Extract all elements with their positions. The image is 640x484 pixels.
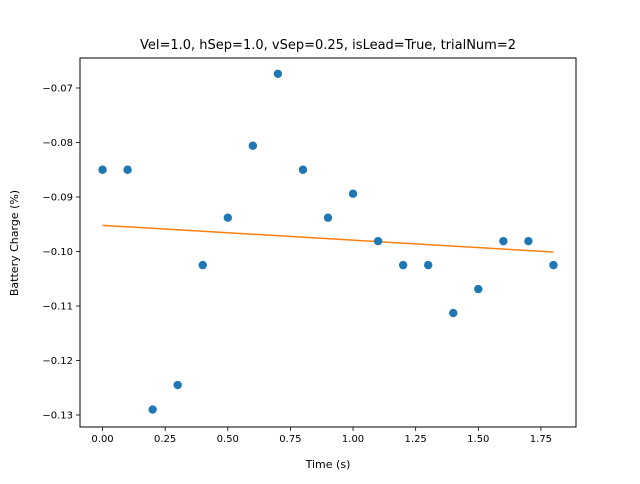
data-point <box>148 405 157 414</box>
y-tick-label: −0.11 <box>42 301 73 312</box>
trend-line <box>102 224 554 253</box>
y-tick-label: −0.12 <box>42 356 73 367</box>
data-point <box>398 260 408 270</box>
data-point <box>348 189 358 198</box>
x-tick-label: 0.25 <box>154 434 176 445</box>
y-tick-label: −0.07 <box>42 83 73 94</box>
x-tick-label: 0.50 <box>217 434 239 445</box>
x-axis-label: Time (s) <box>305 458 351 471</box>
x-tick-label: 0.75 <box>279 434 301 445</box>
data-point <box>248 141 258 150</box>
data-point <box>424 260 433 270</box>
axes: 0.00 0.25 0.50 0.75 1.00 1.25 1.50 1.75 −0.07 −0.… <box>42 57 577 445</box>
y-tick-label: −0.08 <box>42 138 73 149</box>
data-point <box>524 236 533 246</box>
x-tick-label: 1.50 <box>467 434 489 445</box>
x-tick-label: 1.75 <box>530 434 552 445</box>
y-tick-label: −0.13 <box>42 411 73 422</box>
data-point <box>173 380 182 390</box>
data-point <box>98 165 107 174</box>
y-tick-label: −0.10 <box>42 247 73 258</box>
data-point <box>449 308 458 318</box>
plot-area <box>98 69 558 414</box>
data-point <box>273 69 283 79</box>
chart-title: Vel=1.0, hSep=1.0, vSep=0.25, isLead=Tru… <box>140 38 516 53</box>
data-point <box>474 284 483 294</box>
y-tick-label: −0.09 <box>42 192 73 203</box>
data-point <box>223 213 232 222</box>
data-point <box>549 260 558 270</box>
data-point <box>123 165 132 174</box>
data-point <box>198 260 207 270</box>
x-tick-label: 0.00 <box>91 434 113 445</box>
data-point <box>323 213 333 222</box>
data-point <box>373 236 383 246</box>
axes-frame <box>79 57 577 428</box>
x-tick-label: 1.25 <box>405 434 427 445</box>
x-tick-label: 1.00 <box>342 434 364 445</box>
data-point <box>499 236 508 246</box>
data-point <box>298 165 308 174</box>
y-axis-label: Battery Charge (%) <box>8 190 21 296</box>
